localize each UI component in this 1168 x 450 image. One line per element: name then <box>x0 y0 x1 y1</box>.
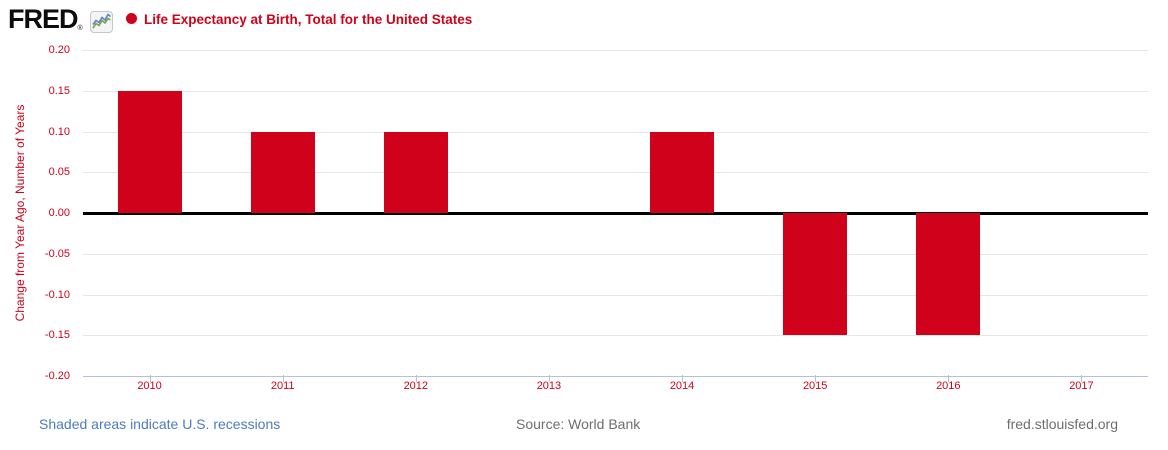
x-axis-tick-label: 2014 <box>669 380 695 392</box>
gridline <box>83 90 1148 92</box>
x-axis-tick <box>149 375 151 382</box>
x-axis-line <box>83 376 1148 377</box>
x-axis-tick <box>548 375 550 382</box>
fred-logo-text: FRED <box>8 4 78 34</box>
x-axis-tick <box>948 375 950 382</box>
y-axis-tick-label: -0.10 <box>44 288 70 301</box>
y-axis-tick-label: 0.20 <box>48 44 70 56</box>
y-axis-title: Change from Year Ago, Number of Years <box>13 104 27 322</box>
x-axis-tick-label: 2017 <box>1069 380 1094 392</box>
bar-2016[interactable] <box>916 213 981 336</box>
y-axis-tick-label: -0.20 <box>44 370 70 382</box>
bar-2011[interactable] <box>250 131 315 213</box>
y-axis-tick-label: 0.10 <box>48 125 70 138</box>
x-axis-tick-label: 2010 <box>137 380 162 392</box>
x-axis-tick <box>815 375 817 382</box>
x-axis-tick-label: 2013 <box>536 380 562 392</box>
gridline <box>83 294 1148 296</box>
y-axis-tick-label: 0.00 <box>48 207 70 219</box>
line-chart-icon <box>90 11 113 38</box>
gridline <box>83 253 1148 255</box>
x-axis-tick <box>282 375 284 382</box>
x-axis-tick-label: 2016 <box>936 380 961 392</box>
bar-2012[interactable] <box>383 131 448 213</box>
x-axis-tick-label: 2011 <box>270 380 295 392</box>
gridline <box>83 172 1148 174</box>
x-axis-tick-label: 2012 <box>403 380 429 392</box>
x-axis-tick <box>1081 375 1083 382</box>
series-legend-marker <box>126 13 137 24</box>
y-axis-tick-label: -0.15 <box>44 329 70 342</box>
bar-2010[interactable] <box>117 90 182 213</box>
y-axis-tick-label: -0.05 <box>44 247 70 260</box>
source-label: Source: World Bank <box>516 416 641 432</box>
gridline <box>83 131 1148 133</box>
bar-2015[interactable] <box>783 213 848 336</box>
x-axis-tick <box>415 375 417 382</box>
bar-2014[interactable] <box>650 131 715 213</box>
fred-site-link[interactable]: fred.stlouisfed.org <box>1006 416 1118 432</box>
y-axis-tick-label: 0.05 <box>48 166 70 179</box>
x-axis-tick-label: 2015 <box>802 380 828 392</box>
registered-trademark-symbol: ® <box>77 25 83 32</box>
zero-baseline <box>83 211 1148 215</box>
y-axis-tick-label: 0.15 <box>48 84 70 97</box>
recession-note-link[interactable]: Shaded areas indicate U.S. recessions <box>39 416 281 432</box>
gridline <box>83 50 1148 51</box>
fred-logo[interactable]: FRED® <box>8 4 83 35</box>
x-axis-tick <box>682 375 684 382</box>
gridline <box>83 335 1148 337</box>
chart-title: Life Expectancy at Birth, Total for the … <box>144 12 473 27</box>
